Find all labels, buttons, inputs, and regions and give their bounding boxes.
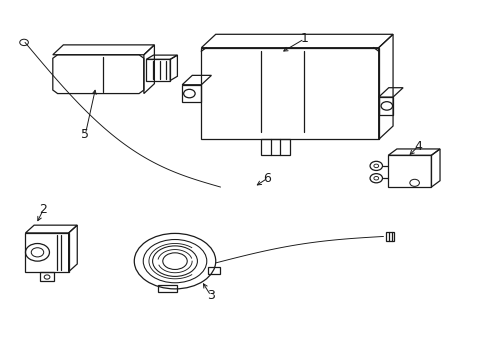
Text: 1: 1: [300, 32, 308, 45]
Text: 4: 4: [413, 140, 421, 153]
Text: 6: 6: [263, 172, 271, 185]
Text: 2: 2: [39, 203, 47, 216]
Text: 5: 5: [81, 128, 89, 141]
Text: 3: 3: [206, 289, 214, 302]
